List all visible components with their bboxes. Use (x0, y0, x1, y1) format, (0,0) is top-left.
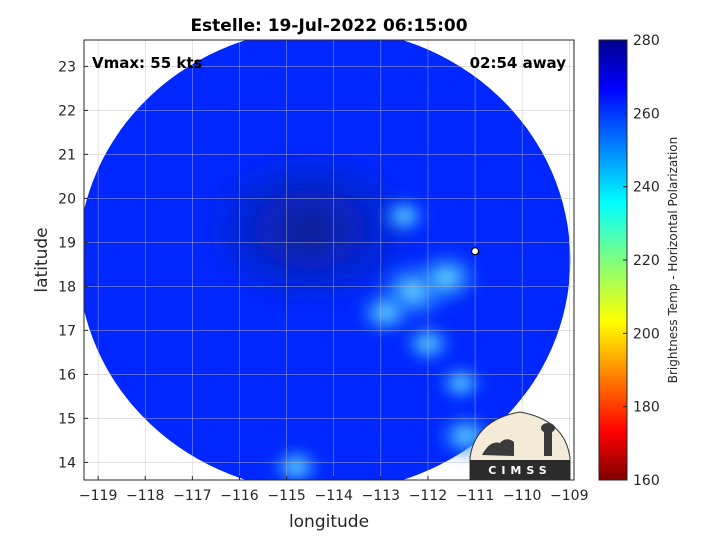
colorbar-tick-label: 260 (633, 106, 660, 122)
brightness-temperature-field (84, 40, 571, 480)
x-axis-label: longitude (289, 512, 369, 532)
y-axis-ticks: 14 15 16 17 18 19 20 21 22 23 (58, 59, 88, 471)
colorbar-ticks: 160 180 200 220 240 260 280 (623, 33, 660, 489)
chart-title: Estelle: 19-Jul-2022 06:15:00 (190, 16, 467, 36)
colorbar-tick-label: 200 (633, 326, 660, 342)
y-tick-label: 20 (58, 191, 76, 207)
cimss-logo: CIMSS (469, 411, 571, 480)
x-tick-label: −109 (550, 488, 588, 504)
storm-center-point (470, 247, 480, 256)
temperature-features (200, 149, 497, 480)
warm-band-feature (268, 445, 324, 480)
x-tick-label: −112 (409, 488, 447, 504)
x-tick-label: −113 (362, 488, 400, 504)
cold-core (200, 149, 421, 310)
warm-band-feature (355, 288, 417, 338)
x-tick-label: −116 (220, 488, 259, 504)
y-tick-label: 19 (58, 235, 76, 251)
x-tick-label: −114 (314, 488, 353, 504)
colorbar-tick-label: 280 (633, 33, 660, 49)
warm-band-feature (410, 248, 483, 307)
plot-area: −119 −118 −117 −116 −115 −114 −113 −112 −111 −110… (58, 39, 589, 504)
colorbar-tick-label: 180 (633, 400, 660, 416)
x-tick-label: −119 (79, 488, 117, 504)
y-tick-label: 18 (58, 279, 76, 295)
x-tick-label: −110 (503, 488, 541, 504)
y-tick-label: 22 (58, 103, 76, 119)
storm-center-marker (470, 247, 480, 256)
time-offset-annotation: 02:54 away (470, 54, 567, 72)
y-axis-label: latitude (32, 227, 52, 292)
colorbar: 160 180 200 220 240 260 280 Brightness Temp - … (598, 33, 680, 489)
y-tick-label: 15 (58, 411, 76, 427)
colorbar-tick-label: 220 (633, 253, 660, 269)
x-tick-label: −115 (267, 488, 305, 504)
vmax-annotation: Vmax: 55 kts (92, 54, 202, 72)
cimss-logo-text: CIMSS (488, 464, 551, 477)
y-tick-label: 16 (58, 367, 76, 383)
grid-lines (84, 40, 574, 480)
y-tick-label: 21 (58, 147, 76, 163)
x-tick-label: −117 (173, 488, 211, 504)
y-tick-label: 14 (58, 455, 76, 471)
colorbar-label: Brightness Temp - Horizontal Polarizatio… (666, 137, 680, 384)
colorbar-tick-label: 240 (633, 180, 660, 196)
y-tick-label: 23 (58, 59, 76, 75)
warm-band-feature (379, 196, 430, 236)
x-axis-ticks: −119 −118 −117 −116 −115 −114 −113 −112 −111 −110… (79, 476, 589, 504)
x-tick-label: −111 (456, 488, 494, 504)
colorbar-tick-label: 160 (633, 473, 660, 489)
x-tick-label: −118 (126, 488, 164, 504)
y-tick-label: 17 (58, 323, 76, 339)
colorbar-gradient (598, 39, 628, 481)
warm-band-feature (435, 363, 486, 404)
